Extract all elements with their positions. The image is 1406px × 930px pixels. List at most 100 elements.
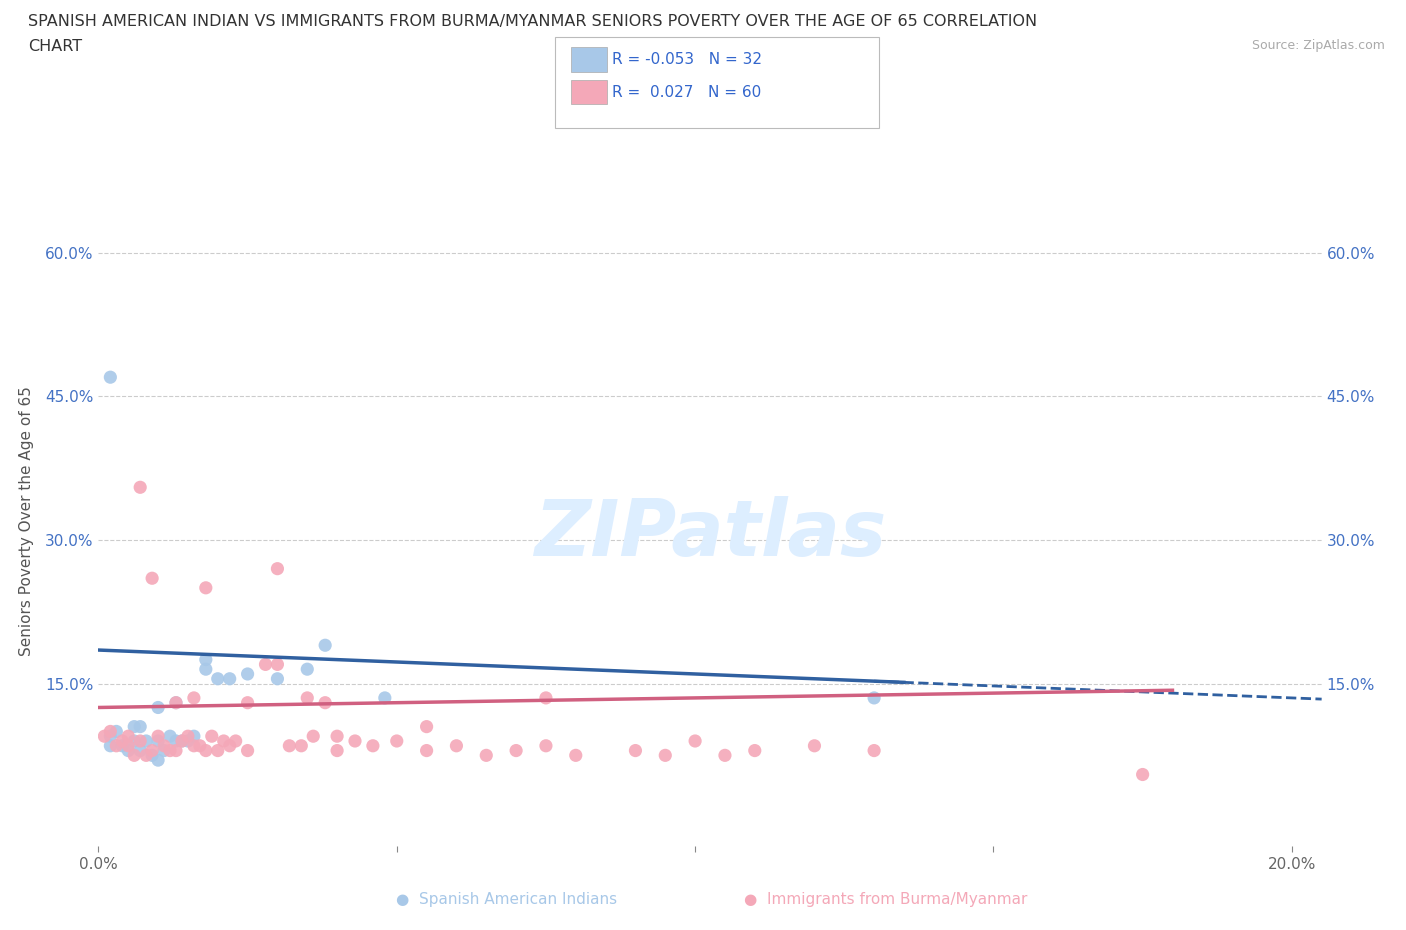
Y-axis label: Seniors Poverty Over the Age of 65: Seniors Poverty Over the Age of 65 [18,386,34,656]
Point [170,734,193,749]
Point [302,729,325,744]
Text: ●  Spanish American Indians: ● Spanish American Indians [395,892,617,907]
Point [297,662,319,677]
Point [654,748,676,763]
Point [117,743,139,758]
Point [266,561,288,576]
Point [194,662,217,677]
Point [183,690,205,705]
Point [111,734,134,749]
Point [177,729,200,744]
Text: R =  0.027   N = 60: R = 0.027 N = 60 [612,85,761,100]
Point [361,738,384,753]
Point [129,734,152,749]
Point [129,480,152,495]
Point [98,729,121,744]
Point [159,729,181,744]
Point [385,734,408,749]
Point [183,729,205,744]
Point [165,696,187,711]
Point [863,690,886,705]
Point [146,734,169,749]
Text: Source: ZipAtlas.com: Source: ZipAtlas.com [1251,39,1385,52]
Point [105,724,128,738]
Point [177,734,200,749]
Point [314,638,336,653]
Point [714,748,737,763]
Text: ZIPatlas: ZIPatlas [534,496,886,572]
Text: ●  Immigrants from Burma/Myanmar: ● Immigrants from Burma/Myanmar [744,892,1028,907]
Point [153,738,176,753]
Point [374,690,396,705]
Point [159,743,181,758]
Point [803,738,825,753]
Point [117,729,139,744]
Point [93,729,115,744]
Point [146,700,169,715]
Point [415,743,437,758]
Point [326,743,349,758]
Text: CHART: CHART [28,39,82,54]
Point [534,738,557,753]
Point [266,657,288,671]
Point [415,719,437,734]
Point [314,696,336,711]
Point [475,748,498,763]
Point [141,571,163,586]
Point [218,671,240,686]
Text: SPANISH AMERICAN INDIAN VS IMMIGRANTS FROM BURMA/MYANMAR SENIORS POVERTY OVER TH: SPANISH AMERICAN INDIAN VS IMMIGRANTS FR… [28,14,1038,29]
Point [201,729,224,744]
Point [863,743,886,758]
Point [129,743,152,758]
Point [165,734,187,749]
Point [236,743,259,758]
Point [153,743,176,758]
Point [122,734,145,749]
Point [236,667,259,682]
Point [117,738,139,753]
Point [446,738,468,753]
Point [534,690,557,705]
Point [170,734,193,749]
Point [683,734,706,749]
Point [236,696,259,711]
Point [183,738,205,753]
Point [105,738,128,753]
Text: R = -0.053   N = 32: R = -0.053 N = 32 [612,52,762,67]
Point [254,657,277,671]
Point [744,743,766,758]
Point [188,738,211,753]
Point [565,748,588,763]
Point [278,738,301,753]
Point [146,752,169,767]
Point [624,743,647,758]
Point [141,748,163,763]
Point [98,738,121,753]
Point [165,743,187,758]
Point [297,690,319,705]
Point [212,734,235,749]
Point [194,580,217,595]
Point [111,738,134,753]
Point [225,734,247,749]
Point [266,671,288,686]
Point [1132,767,1154,782]
Point [505,743,527,758]
Point [207,743,229,758]
Point [98,724,121,738]
Point [326,729,349,744]
Point [146,729,169,744]
Point [218,738,240,753]
Point [290,738,312,753]
Point [207,671,229,686]
Point [194,652,217,667]
Point [141,743,163,758]
Point [165,696,187,711]
Point [135,748,157,763]
Point [122,719,145,734]
Point [343,734,366,749]
Point [122,748,145,763]
Point [129,719,152,734]
Point [135,734,157,749]
Point [98,370,121,385]
